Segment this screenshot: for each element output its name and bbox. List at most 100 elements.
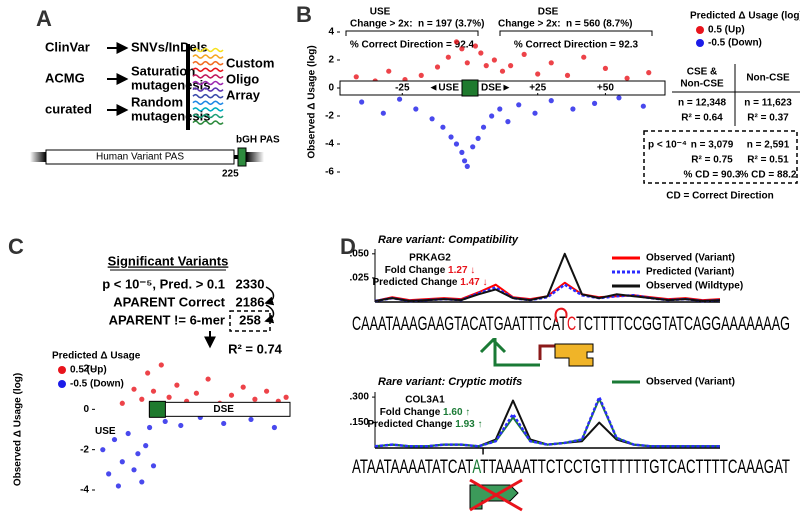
legend-marker [58, 366, 66, 374]
flank [246, 152, 264, 162]
panel-label: D [340, 234, 356, 259]
dashed-box [643, 130, 798, 184]
legend-label: 0.5 (Up) [708, 25, 745, 36]
point [475, 135, 481, 141]
point [162, 418, 168, 425]
wave [192, 80, 224, 86]
arrow [264, 304, 275, 324]
fold-value: 1.27 ↓ [448, 265, 475, 276]
point [106, 471, 112, 477]
y-tick-label: 0 [328, 83, 334, 94]
correct: % Correct Direction = 92.4 [350, 40, 475, 51]
cell: R² = 0.75 [691, 155, 733, 166]
wave [192, 67, 224, 73]
region-label: DSE [213, 404, 234, 415]
point [483, 63, 489, 69]
region-title: USE [370, 7, 391, 18]
point [564, 72, 571, 78]
point [489, 113, 495, 119]
cell: R² = 0.37 [747, 113, 789, 124]
point [472, 43, 479, 49]
funnel-count: 2330 [236, 276, 265, 291]
panel-label: B [296, 2, 312, 27]
legend-title: Predicted Δ Usage (log) [690, 11, 800, 22]
point [445, 54, 451, 60]
region-label: USE [95, 426, 116, 437]
series-line [374, 395, 720, 448]
point [264, 388, 270, 394]
pred-label: Predicted Change [372, 277, 457, 288]
dashed-box [229, 310, 271, 332]
alt-allele: T [480, 447, 486, 458]
point [111, 436, 118, 443]
y-axis-label: Observed Δ Usage (log) [13, 373, 24, 486]
region-label: DSE► [481, 83, 511, 94]
panel-label: C [8, 234, 24, 259]
legend-title: Predicted Δ Usage [52, 351, 141, 362]
cell: % CD = 90.3 [684, 170, 741, 181]
pred-value: 1.93 ↑ [455, 419, 482, 430]
point [396, 96, 403, 102]
fold-label: Fold Change [380, 407, 441, 418]
legend-label: Observed (Wildtype) [646, 281, 743, 292]
point [115, 483, 121, 489]
legend-marker [696, 26, 704, 34]
funnel-label: APARENT != 6-mer [109, 312, 225, 327]
cell: n = 11,623 [744, 98, 792, 109]
wave [192, 100, 224, 106]
point [240, 384, 246, 390]
gene: PRKAG2 [409, 253, 451, 264]
point [166, 394, 172, 400]
pred-label: Predicted Change [367, 419, 452, 430]
point [434, 64, 441, 70]
point [283, 394, 289, 400]
point [252, 396, 258, 402]
position-label: 225 [222, 169, 239, 180]
cell: p < 10⁻⁴ [648, 140, 687, 151]
point [508, 63, 514, 69]
y-tick-label: -6 [325, 167, 334, 178]
insertion-mark [554, 307, 568, 323]
seq-variant: A [472, 457, 481, 478]
point [150, 463, 157, 469]
y-axis-label: Observed Δ Usage (log) [307, 45, 318, 158]
fold-value: 1.60 ↑ [443, 407, 470, 418]
point [271, 424, 277, 431]
point [448, 134, 454, 140]
point [464, 60, 470, 66]
point [516, 102, 522, 108]
cell: % CD = 88.2 [740, 170, 797, 181]
point [100, 447, 106, 453]
subtitle: Rare variant: Cryptic motifs [378, 376, 522, 388]
point [616, 95, 622, 101]
cell: R² = 0.64 [681, 113, 723, 124]
legend-label: 0.5 (Up) [70, 365, 107, 376]
series-line [374, 252, 721, 303]
legend-label: -0.5 (Down) [70, 379, 124, 390]
y-tick-label: -2 [80, 444, 89, 455]
target: Saturation [131, 63, 195, 78]
gene: COL3A1 [405, 395, 445, 406]
target: SNVs/InDels [131, 39, 208, 54]
bgh-label: bGH PAS [236, 135, 280, 146]
footnote: CD = Correct Direction [666, 191, 774, 202]
region-label: ◄USE [429, 83, 460, 94]
fold-change: Fold Change 1.60 ↑ [380, 407, 471, 418]
y-tick-label: .050 [350, 248, 370, 259]
funnel-label: APARENT Correct [113, 294, 225, 309]
legend-label: -0.5 (Down) [708, 38, 762, 49]
seq-part: ATAATAAAATATCAT [352, 457, 474, 478]
point [380, 110, 386, 116]
wave [192, 120, 224, 125]
bracket [499, 30, 653, 36]
point [480, 124, 487, 130]
wave [192, 54, 224, 59]
point [131, 386, 137, 392]
array-label: Array [226, 87, 261, 102]
bgh-box [237, 147, 247, 167]
point [459, 46, 465, 52]
point [624, 75, 630, 81]
target: mutagenesis [131, 108, 210, 123]
point [145, 370, 151, 376]
motif-arrow [479, 337, 507, 354]
